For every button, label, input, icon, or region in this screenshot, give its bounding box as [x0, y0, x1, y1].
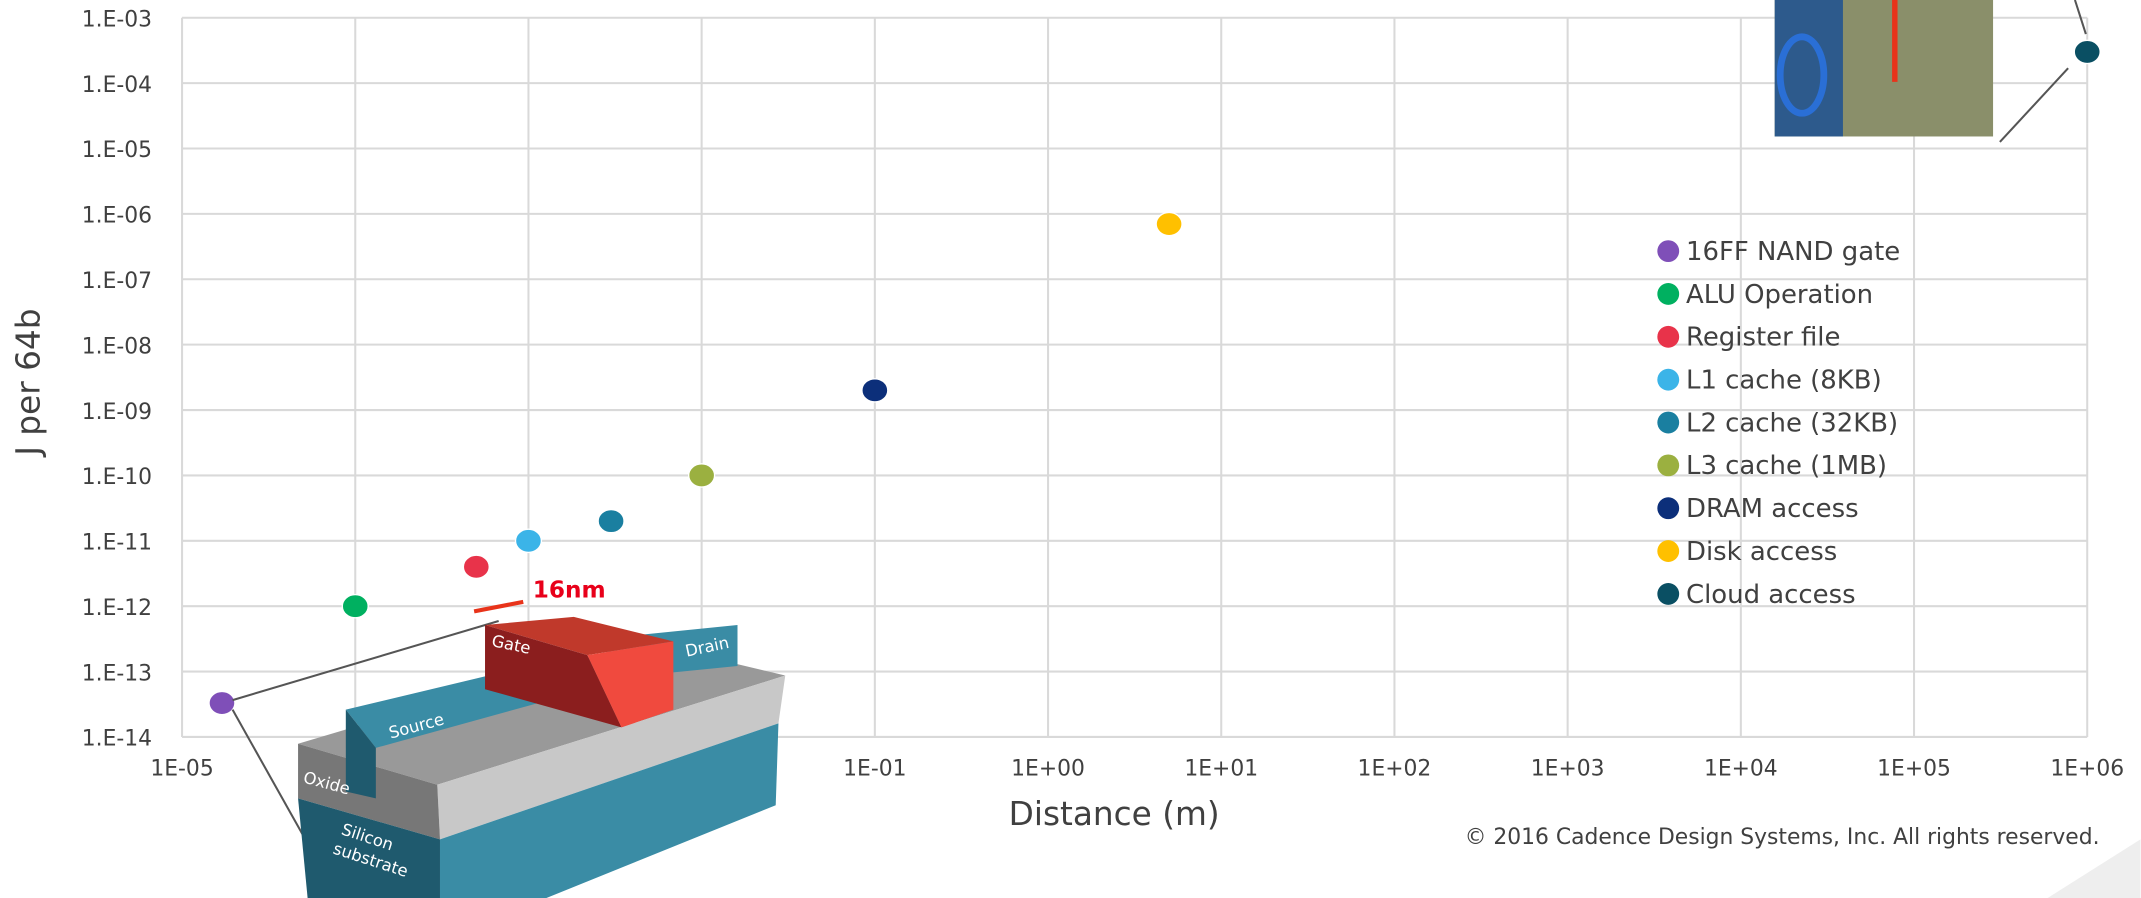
points [208, 39, 2101, 716]
annotation: 16nm [533, 576, 606, 603]
y-tick-label: 1.E-14 [82, 727, 152, 752]
x-tick-label: 1E+01 [1184, 757, 1258, 782]
y-tick-label: 1.E-03 [82, 7, 152, 32]
y-tick-label: 1.E-06 [82, 204, 152, 229]
y-tick-label: 1.E-10 [82, 465, 152, 490]
grid: 1.E-14 1.E-13 1.E-12 1.E-11 1.E-10 1.E-09 1.E-… [82, 7, 2124, 781]
y-tick-label: 1.E-13 [82, 661, 152, 686]
point [2073, 39, 2101, 65]
legend-label: ALU Operation [1686, 280, 1873, 310]
y-tick-label: 1.E-08 [82, 334, 152, 359]
x-axis-title: Distance (m) [1009, 795, 1220, 833]
legend-marker [1657, 325, 1680, 348]
y-axis-title: J per 64b [10, 308, 48, 457]
corner-decoration [2047, 839, 2141, 898]
x-tick-label: 1E-05 [150, 757, 213, 782]
legend-marker [1657, 411, 1680, 434]
legend-label: L3 cache (1MB) [1686, 451, 1887, 481]
point [462, 554, 490, 580]
legend-label: Disk access [1686, 537, 1837, 567]
legend-marker [1657, 283, 1680, 305]
transistor-illustration [231, 599, 786, 898]
point [341, 593, 369, 619]
legend-marker [1657, 540, 1680, 563]
legend-marker [1657, 240, 1680, 263]
legend-marker [1657, 454, 1680, 477]
y-tick-label: 1.E-05 [82, 138, 152, 163]
x-tick-label: 1E+06 [2050, 757, 2124, 782]
point [514, 528, 543, 554]
legend-label: Register file [1686, 323, 1840, 353]
copyright: © 2016 Cadence Design Systems, Inc. All … [1465, 825, 2100, 850]
point [861, 378, 889, 403]
x-tick-label: 1E-01 [843, 757, 906, 782]
legend-label: 16FF NAND gate [1686, 237, 1900, 267]
legend-label: DRAM access [1686, 494, 1859, 524]
point [688, 463, 716, 488]
x-tick-label: 1E+04 [1704, 757, 1778, 782]
y-tick-label: 1.E-12 [82, 596, 152, 621]
map-illustration [1774, 0, 2087, 143]
legend-marker [1657, 583, 1680, 605]
point [208, 690, 236, 716]
legend-marker [1657, 368, 1680, 391]
y-tick-label: 1.E-09 [82, 400, 152, 425]
legend-label: L2 cache (32KB) [1686, 408, 1898, 438]
x-tick-label: 1E+03 [1531, 757, 1605, 782]
x-tick-label: 1E+02 [1358, 757, 1432, 782]
x-tick-label: 1E+05 [1877, 757, 1951, 782]
point [597, 508, 625, 534]
point [1155, 211, 1183, 237]
x-tick-label: 1E+00 [1011, 757, 1085, 782]
y-tick-label: 1.E-04 [82, 73, 152, 98]
legend-label: Cloud access [1686, 580, 1856, 610]
y-tick-label: 1.E-07 [82, 269, 152, 294]
legend-marker [1657, 497, 1680, 520]
y-tick-label: 1.E-11 [82, 531, 152, 556]
legend-label: L1 cache (8KB) [1686, 366, 1882, 396]
